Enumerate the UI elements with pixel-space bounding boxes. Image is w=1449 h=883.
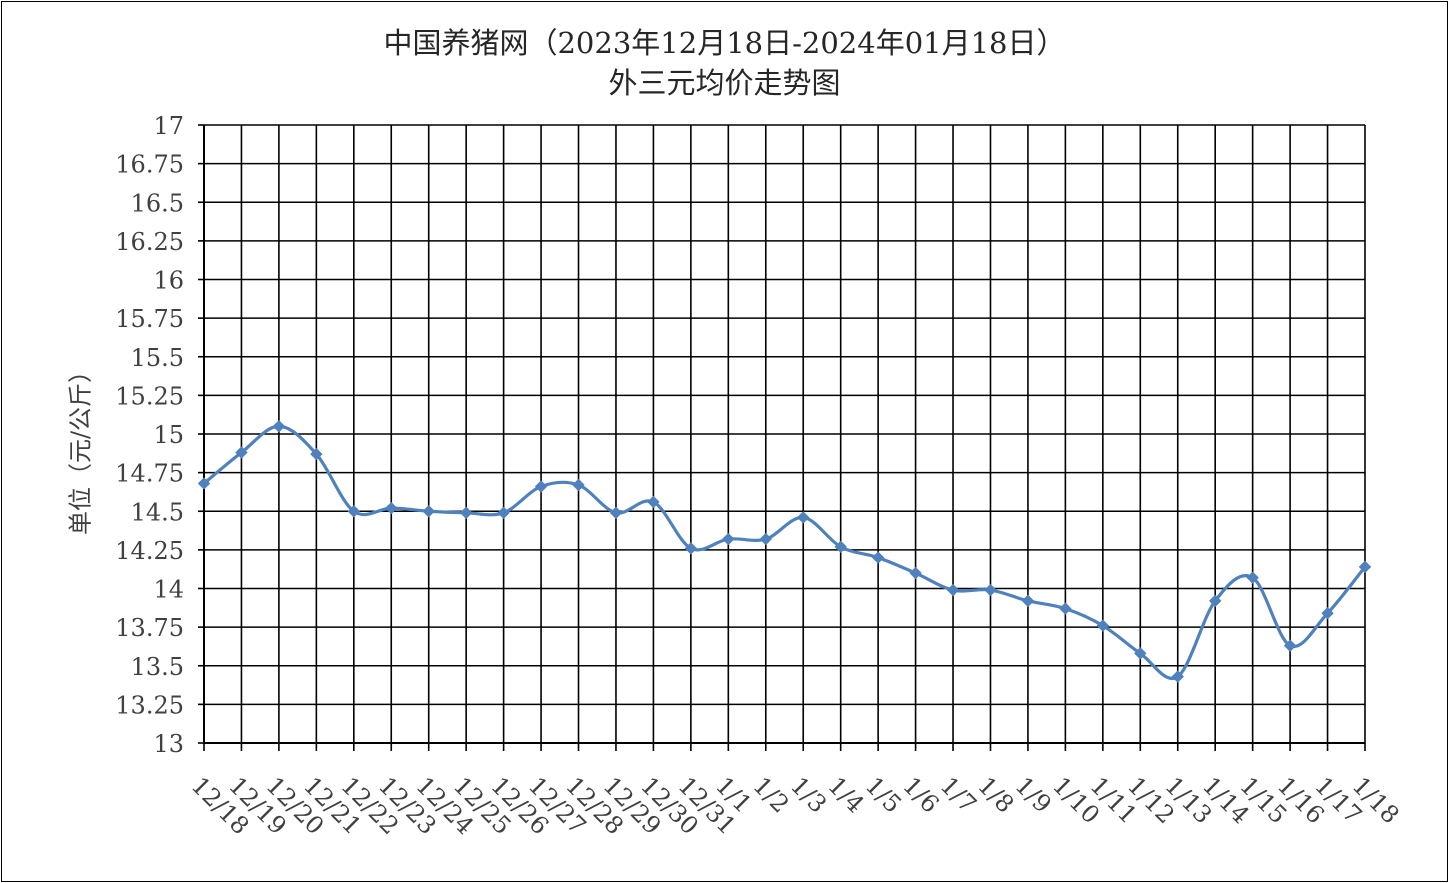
- y-tick-label: 16.25: [115, 228, 184, 256]
- y-tick-label: 15.75: [115, 305, 184, 333]
- data-point-marker: [759, 532, 772, 546]
- y-tick-label: 17: [153, 112, 184, 140]
- x-tick-label: 1/7: [935, 771, 982, 818]
- series-price: [197, 420, 1372, 683]
- data-point-marker: [722, 532, 735, 546]
- y-tick-label: 15.25: [115, 382, 184, 410]
- data-point-marker: [422, 505, 435, 518]
- data-point-marker: [1208, 594, 1222, 608]
- data-point-marker: [1246, 571, 1259, 584]
- data-point-marker: [834, 540, 847, 553]
- data-point-marker: [1134, 647, 1147, 660]
- data-point-marker: [609, 506, 623, 520]
- data-point-marker: [1171, 670, 1184, 683]
- data-point-marker: [572, 478, 585, 492]
- y-tick-label: 13.5: [131, 653, 184, 681]
- y-tick-label: 15: [153, 421, 184, 449]
- y-tick-label: 14.25: [115, 537, 184, 565]
- y-tick-label: 14: [153, 576, 184, 604]
- data-point-marker: [1059, 602, 1072, 615]
- data-point-marker: [797, 511, 810, 524]
- x-tick-label: 1/4: [822, 771, 869, 818]
- x-tick-label: 1/6: [897, 771, 944, 818]
- x-tick-label: 1/8: [972, 771, 1019, 818]
- y-tick-label: 15.5: [131, 344, 184, 372]
- y-tick-label: 13.75: [115, 614, 184, 642]
- x-tick-label: 1/9: [1010, 771, 1057, 818]
- x-tick-label: 1/3: [785, 771, 832, 818]
- data-point-marker: [235, 446, 248, 459]
- data-point-marker: [1283, 639, 1297, 652]
- series-line: [202, 424, 1367, 681]
- x-tick-label: 1/5: [860, 771, 907, 818]
- y-tick-label: 14.5: [131, 498, 184, 526]
- y-tick-label: 16.5: [131, 189, 184, 217]
- data-point-marker: [946, 583, 960, 597]
- chart-title: 中国养猪网（2023年12月18日-2024年01月18日）: [383, 26, 1066, 60]
- data-point-marker: [684, 542, 698, 555]
- data-point-marker: [871, 551, 885, 564]
- x-tick-labels: 12/1812/1912/2012/2112/2212/2312/2412/25…: [186, 771, 1405, 840]
- y-tick-label: 16.75: [115, 151, 184, 179]
- data-point-marker: [459, 506, 473, 520]
- data-point-marker: [534, 480, 548, 493]
- data-point-marker: [1021, 594, 1035, 608]
- data-point-marker: [497, 506, 510, 520]
- y-tick-label: 16: [153, 267, 184, 295]
- data-point-marker: [909, 566, 922, 580]
- data-point-marker: [1096, 619, 1110, 632]
- y-tick-label: 13.25: [115, 691, 184, 719]
- data-point-marker: [347, 505, 361, 518]
- data-point-marker: [310, 447, 323, 461]
- data-point-marker: [1321, 607, 1334, 620]
- x-tick-label: 1/2: [748, 771, 795, 818]
- y-tick-label: 13: [153, 730, 184, 758]
- data-point-marker: [1358, 560, 1372, 574]
- data-point-marker: [385, 501, 398, 515]
- axes: [198, 124, 1366, 751]
- data-point-marker: [647, 495, 660, 509]
- y-tick-labels: 13 13.25 13.5 13.75 14 14.25 14.5 14.75 15 15.25 1…: [115, 112, 184, 758]
- gridlines: [203, 124, 1366, 744]
- data-point-marker: [984, 583, 997, 597]
- data-point-marker: [272, 420, 286, 433]
- chart-subtitle: 外三元均价走势图: [608, 66, 841, 100]
- y-tick-label: 14.75: [115, 460, 184, 488]
- data-point-marker: [197, 477, 211, 490]
